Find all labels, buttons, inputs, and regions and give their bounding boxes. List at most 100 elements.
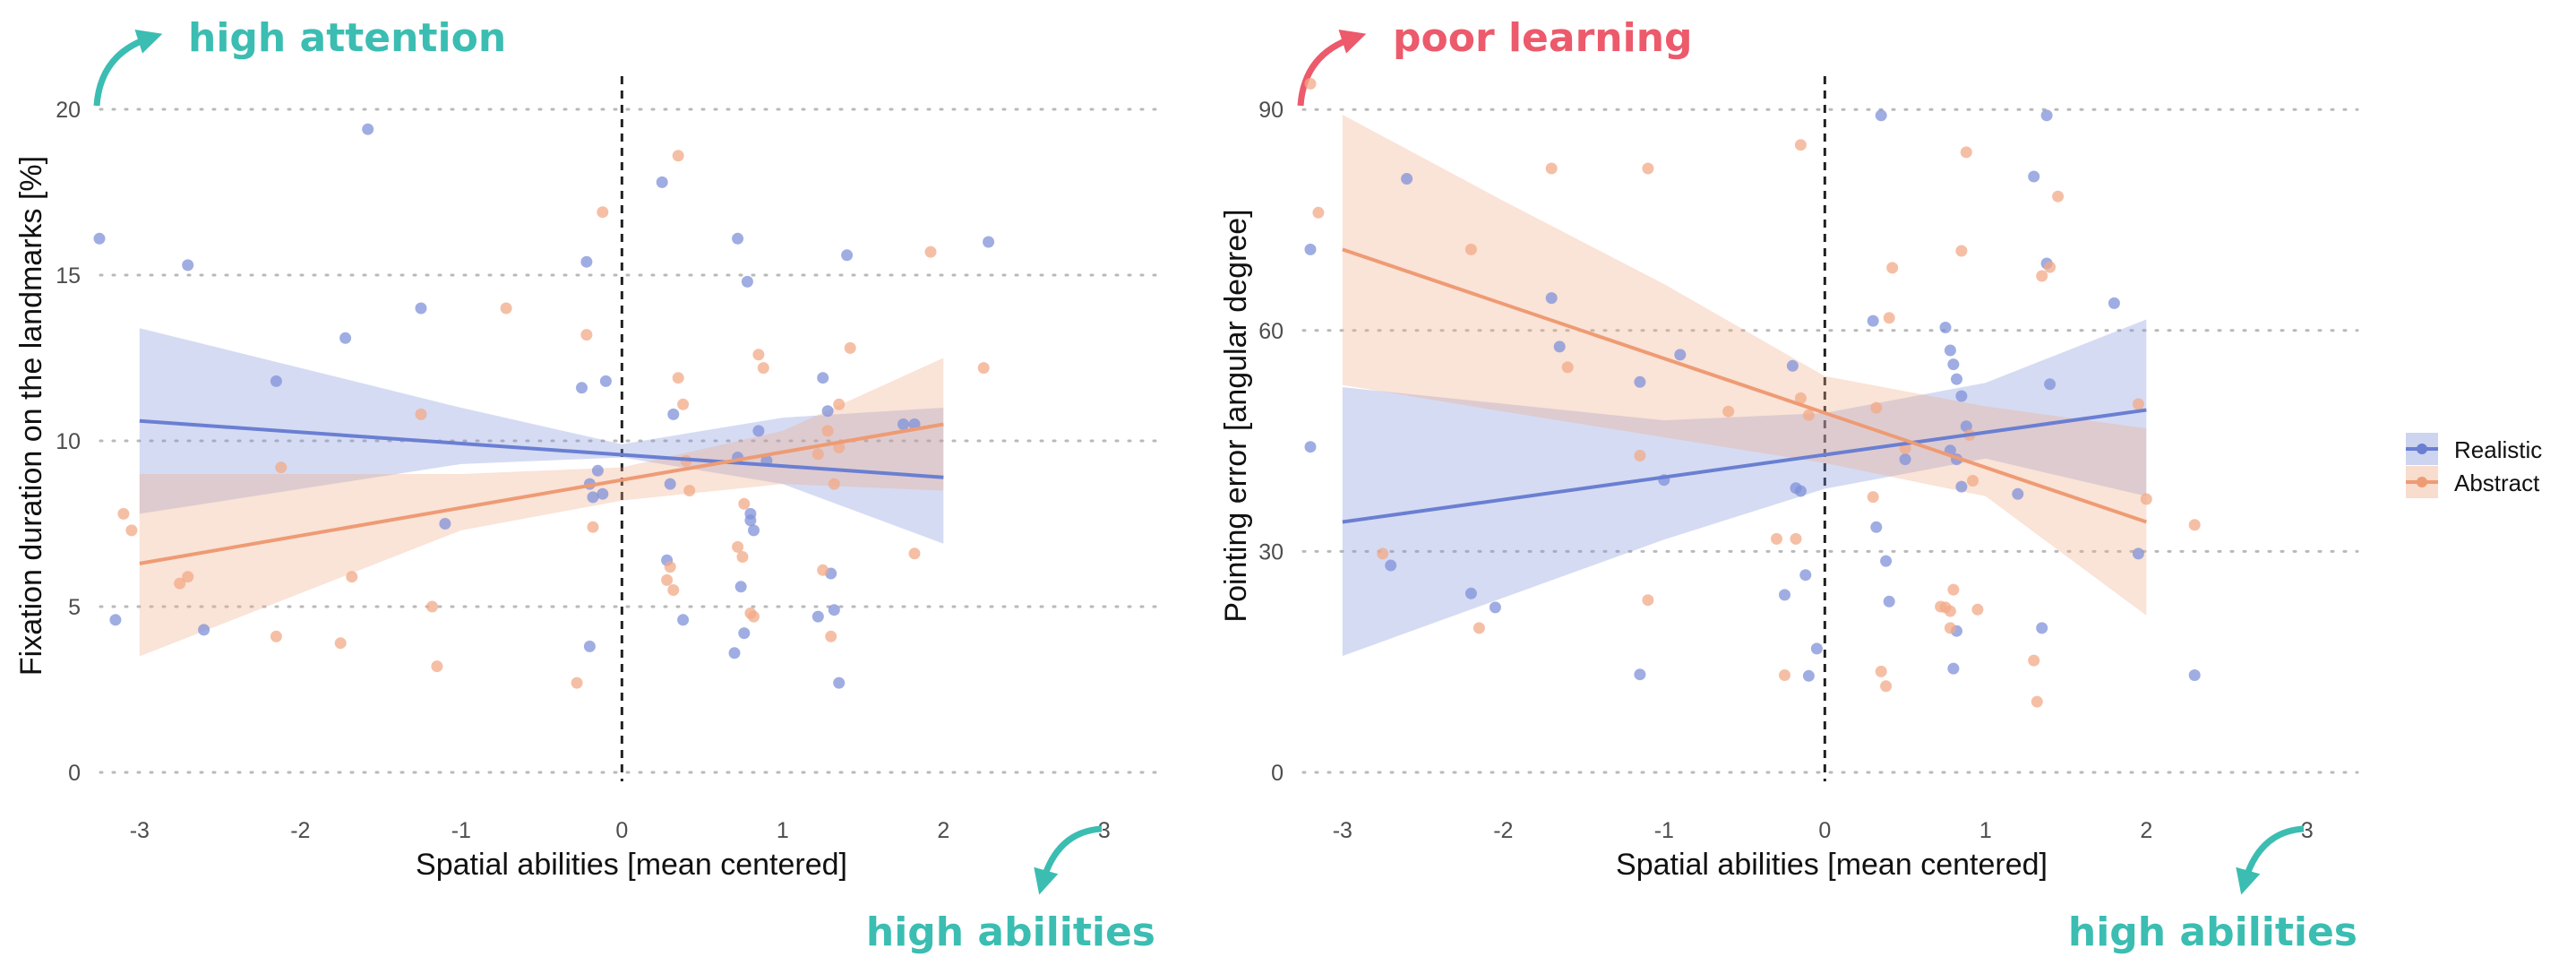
x-tick-label: -1 (451, 818, 471, 843)
confidence-band-realistic (139, 328, 944, 544)
x-tick-label: 3 (2301, 818, 2314, 843)
data-point-realistic (1947, 662, 1960, 675)
data-point-realistic (2132, 547, 2144, 560)
data-point-realistic (599, 375, 612, 387)
data-point-abstract (415, 408, 427, 420)
annotation-high-abilities-left: high abilities (866, 909, 1155, 955)
data-point-realistic (1786, 359, 1799, 372)
data-point-realistic (2108, 297, 2120, 309)
data-point-abstract (1377, 547, 1389, 560)
data-point-realistic (1489, 601, 1501, 614)
data-point-abstract (125, 524, 138, 537)
data-point-realistic (1880, 555, 1893, 567)
data-point-abstract (833, 398, 846, 410)
x-tick-label: 2 (2140, 818, 2152, 843)
data-point-realistic (2040, 109, 2053, 122)
data-point-realistic (1674, 349, 1687, 361)
data-point-abstract (1561, 361, 1574, 374)
data-point-abstract (1870, 401, 1883, 414)
data-point-realistic (1951, 373, 1962, 385)
data-point-realistic (2028, 170, 2040, 183)
x-tick-label: 1 (1979, 818, 1992, 843)
data-point-abstract (1722, 405, 1735, 418)
fit-line-realistic (1342, 408, 2147, 524)
data-point-realistic (752, 425, 765, 437)
data-point-realistic (93, 232, 106, 245)
x-tick-label: -3 (130, 818, 150, 843)
x-tick-label: -1 (1654, 818, 1674, 843)
confidence-band-realistic (1342, 319, 2147, 657)
data-point-abstract (811, 448, 824, 461)
data-point-realistic (1883, 595, 1895, 608)
fit-line-realistic (139, 418, 944, 479)
data-point-abstract (1794, 392, 1807, 404)
chart-panel-2: 0 30 60 90 -3 -2 -1 0 1 2 3 Spatial abilities [mean… (1219, 76, 2359, 882)
data-point-abstract (1955, 245, 1968, 257)
data-point-abstract (597, 206, 609, 219)
data-point-abstract (2052, 190, 2065, 203)
data-point-abstract (270, 630, 282, 642)
data-point-realistic (1634, 668, 1646, 681)
data-point-realistic (1464, 587, 1477, 599)
data-point-realistic (728, 647, 741, 659)
data-point-abstract (587, 521, 599, 533)
data-point-realistic (415, 302, 427, 315)
data-point-abstract (1944, 605, 1956, 617)
x-axis-label: Spatial abilities [mean centered] (416, 848, 847, 882)
data-point-abstract (1947, 583, 1960, 596)
data-point-abstract (1304, 77, 1317, 90)
data-point-realistic (1779, 589, 1790, 601)
legend-label-realistic: Realistic (2454, 436, 2542, 463)
data-point-realistic (897, 418, 909, 430)
data-point-realistic (1304, 441, 1317, 453)
data-point-realistic (576, 382, 588, 394)
data-point-realistic (1545, 292, 1558, 305)
x-tick-label: 1 (777, 818, 789, 843)
y-tick-label: 20 (56, 98, 81, 123)
data-point-realistic (734, 581, 747, 593)
data-point-abstract (1634, 450, 1646, 461)
annotation-high-attention: high attention (188, 15, 506, 61)
y-tick-label: 0 (1271, 761, 1284, 786)
data-point-abstract (1779, 669, 1790, 681)
annotation-high-abilities-right: high abilities (2068, 909, 2357, 955)
data-point-realistic (664, 478, 676, 490)
data-point-realistic (1799, 569, 1812, 582)
data-point-realistic (811, 610, 824, 623)
data-point-abstract (571, 677, 583, 689)
x-tick-label: -2 (290, 818, 310, 843)
data-point-abstract (752, 349, 765, 361)
data-point-abstract (500, 302, 512, 315)
data-point-realistic (1875, 109, 1887, 122)
data-point-realistic (1944, 344, 1956, 357)
data-point-abstract (2028, 654, 2040, 667)
data-point-abstract (1944, 622, 1956, 634)
data-point-abstract (2188, 519, 2201, 531)
x-tick-label: 2 (937, 818, 949, 843)
data-point-abstract (580, 329, 593, 341)
data-point-abstract (672, 150, 684, 162)
data-point-realistic (656, 176, 668, 188)
data-point-abstract (1790, 532, 1802, 545)
data-point-abstract (2044, 261, 2057, 273)
data-point-realistic (738, 627, 751, 640)
data-point-realistic (2188, 669, 2201, 681)
data-point-realistic (1401, 173, 1413, 185)
data-point-abstract (1880, 680, 1893, 693)
data-point-abstract (1960, 146, 1972, 159)
x-tick-label: -3 (1333, 818, 1352, 843)
data-point-realistic (587, 491, 599, 504)
legend-dot-abstract (2417, 477, 2427, 487)
data-point-realistic (1867, 315, 1879, 327)
data-point-abstract (2031, 695, 2043, 708)
data-point-abstract (748, 610, 760, 623)
data-point-abstract (2132, 398, 2144, 410)
data-point-realistic (198, 624, 210, 636)
data-point-abstract (431, 660, 443, 673)
fit-line-abstract (139, 422, 944, 565)
data-point-realistic (841, 249, 854, 262)
data-point-abstract (1642, 594, 1654, 607)
y-tick-label: 15 (56, 263, 81, 289)
data-point-abstract (346, 571, 358, 583)
